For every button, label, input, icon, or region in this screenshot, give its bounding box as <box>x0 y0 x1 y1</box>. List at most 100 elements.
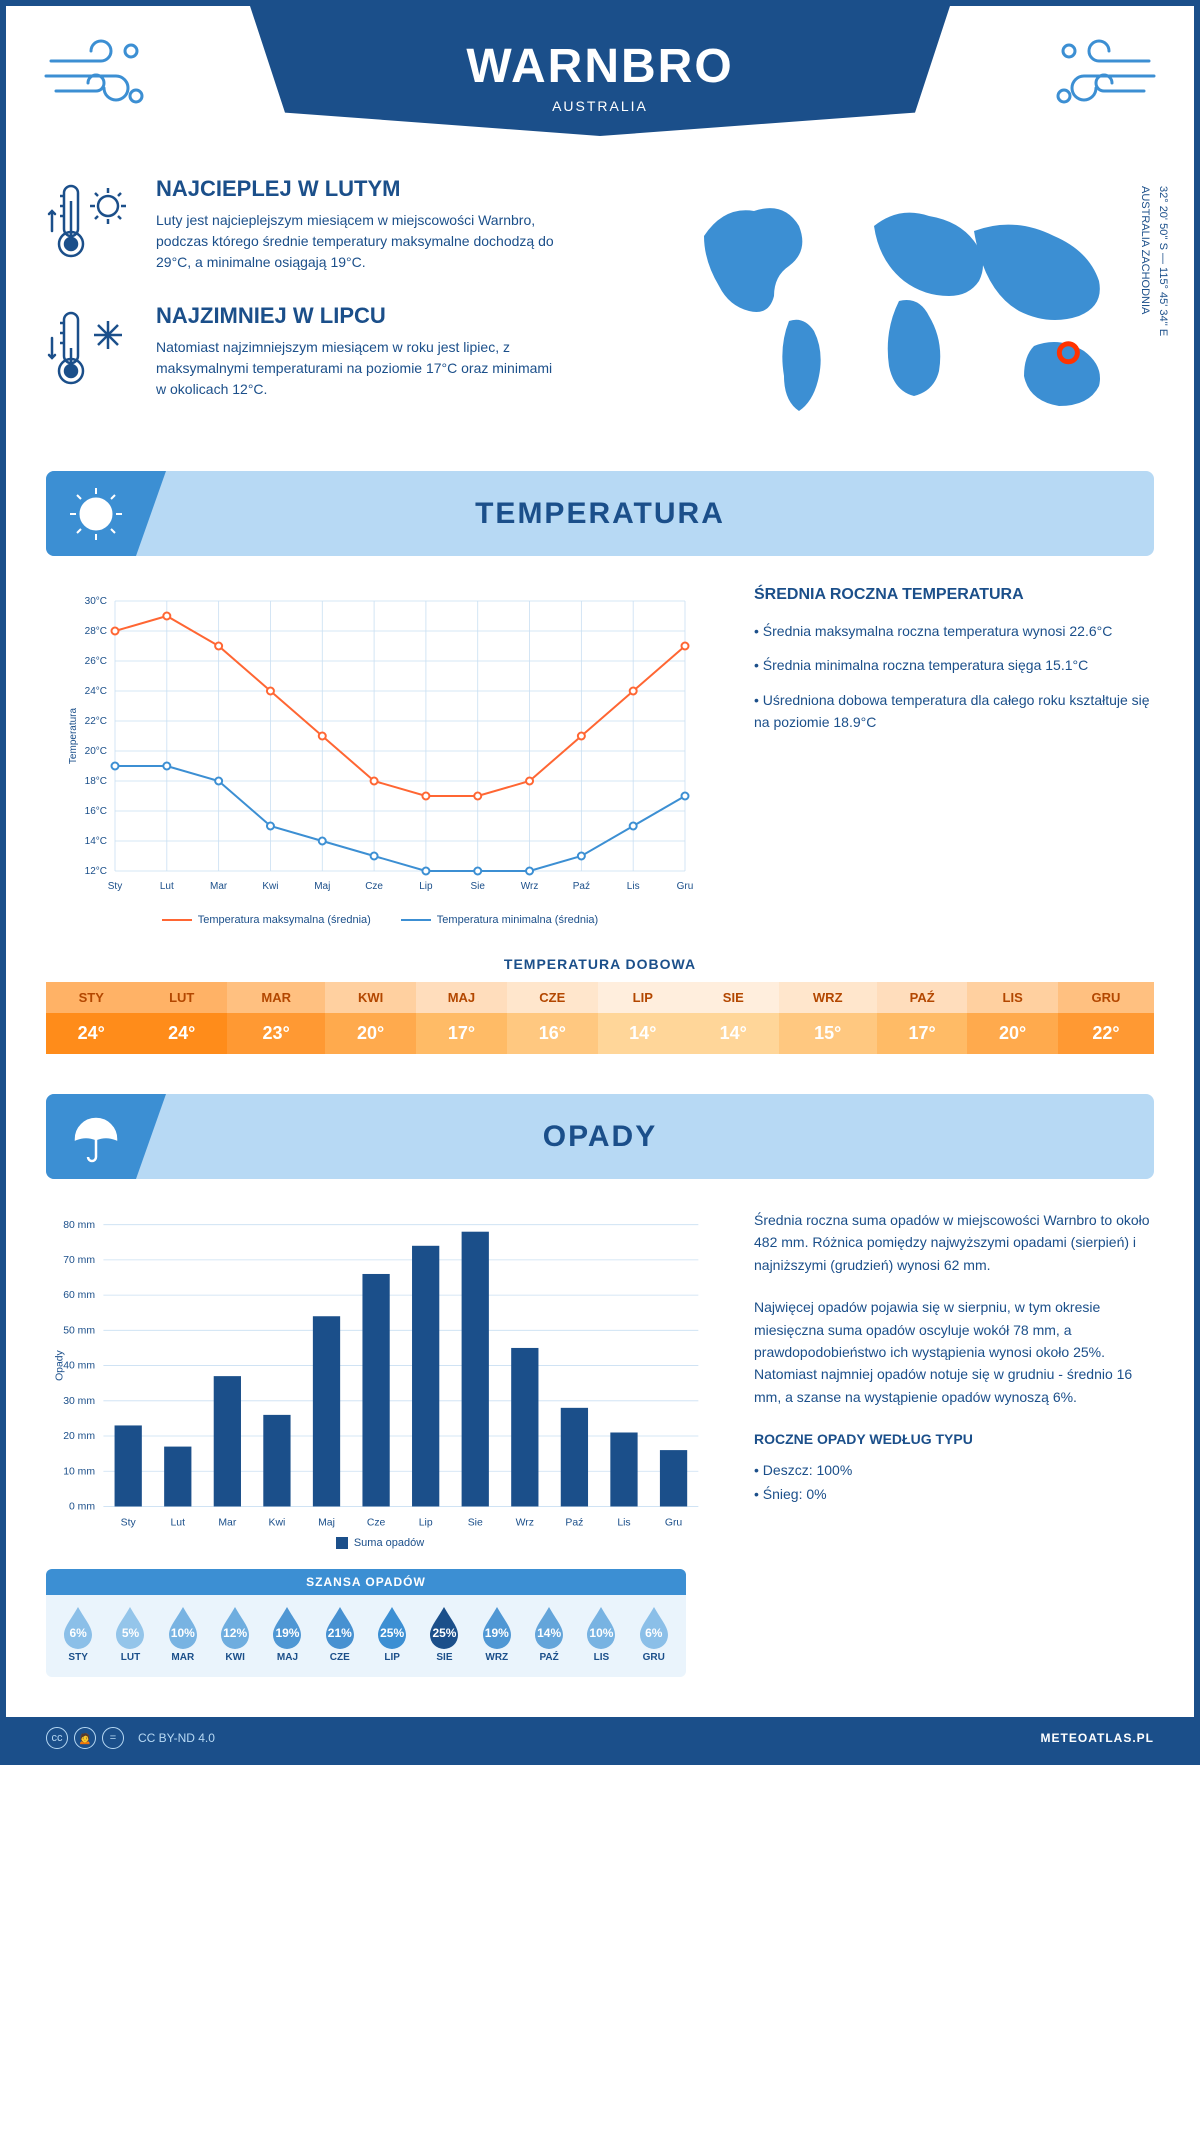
daily-temp-heading: TEMPERATURA DOBOWA <box>46 956 1154 972</box>
intro-row: NAJCIEPLEJ W LUTYM Luty jest najcieplejs… <box>46 176 1154 441</box>
svg-text:Gru: Gru <box>677 881 694 892</box>
svg-text:Mar: Mar <box>218 1517 236 1528</box>
svg-text:Lis: Lis <box>617 1517 630 1528</box>
sun-icon <box>46 471 166 556</box>
daily-month: CZE <box>507 982 597 1013</box>
coldest-title: NAJZIMNIEJ W LIPCU <box>156 303 556 329</box>
daily-value: 17° <box>877 1013 967 1054</box>
daily-month: PAŹ <box>877 982 967 1013</box>
svg-text:Mar: Mar <box>210 881 228 892</box>
chance-cell: 25%LIP <box>374 1605 410 1663</box>
warmest-fact: NAJCIEPLEJ W LUTYM Luty jest najcieplejs… <box>46 176 644 273</box>
cc-icon: cc <box>46 1727 68 1749</box>
svg-text:20 mm: 20 mm <box>63 1431 95 1442</box>
chance-cell: 10%LIS <box>583 1605 619 1663</box>
svg-text:Paź: Paź <box>565 1517 583 1528</box>
daily-value: 24° <box>46 1013 136 1054</box>
world-map: 32° 20' 50'' S — 115° 45' 34'' E AUSTRAL… <box>674 176 1154 441</box>
svg-text:14°C: 14°C <box>85 836 107 847</box>
chance-cell: 6%STY <box>60 1605 96 1663</box>
svg-text:22°C: 22°C <box>85 716 107 727</box>
svg-text:80 mm: 80 mm <box>63 1220 95 1231</box>
svg-text:Cze: Cze <box>365 881 383 892</box>
svg-text:Sie: Sie <box>471 881 486 892</box>
daily-month: MAJ <box>416 982 507 1013</box>
precip-type-title: ROCZNE OPADY WEDŁUG TYPU <box>754 1428 1154 1450</box>
daily-month: MAR <box>227 982 325 1013</box>
svg-text:Sie: Sie <box>468 1517 483 1528</box>
daily-month: SIE <box>688 982 778 1013</box>
svg-text:50 mm: 50 mm <box>63 1325 95 1336</box>
temperature-info: ŚREDNIA ROCZNA TEMPERATURA • Średnia mak… <box>754 586 1154 926</box>
cc-license: cc 🙍 = CC BY-ND 4.0 <box>46 1727 215 1749</box>
svg-text:40 mm: 40 mm <box>63 1361 95 1372</box>
svg-text:Wrz: Wrz <box>521 881 539 892</box>
thermometer-snow-icon <box>46 303 136 393</box>
precipitation-chart: 0 mm10 mm20 mm30 mm40 mm50 mm60 mm70 mm8… <box>46 1209 714 1529</box>
chance-title: SZANSA OPADÓW <box>46 1569 686 1595</box>
coords-region: AUSTRALIA ZACHODNIA <box>1139 186 1151 336</box>
chance-cell: 21%CZE <box>322 1605 358 1663</box>
coords-lat: 32° 20' 50'' S — 115° 45' 34'' E <box>1157 186 1169 336</box>
svg-text:60 mm: 60 mm <box>63 1290 95 1301</box>
svg-text:Sty: Sty <box>121 1517 137 1528</box>
svg-text:Paź: Paź <box>573 881 590 892</box>
daily-value: 23° <box>227 1013 325 1054</box>
svg-text:30°C: 30°C <box>85 596 107 607</box>
temp-info-title: ŚREDNIA ROCZNA TEMPERATURA <box>754 586 1154 604</box>
chance-cell: 10%MAR <box>165 1605 201 1663</box>
daily-month: WRZ <box>779 982 877 1013</box>
chance-cell: 25%SIE <box>426 1605 462 1663</box>
daily-month: GRU <box>1058 982 1154 1013</box>
chance-cell: 12%KWI <box>217 1605 253 1663</box>
legend-min: Temperatura minimalna (średnia) <box>401 914 598 926</box>
svg-text:16°C: 16°C <box>85 806 107 817</box>
rain-chance-box: SZANSA OPADÓW 6%STY5%LUT10%MAR12%KWI19%M… <box>46 1569 686 1677</box>
coldest-body: Natomiast najzimniejszym miesiącem w rok… <box>156 337 556 400</box>
legend-precip: Suma opadów <box>336 1537 424 1549</box>
temp-section-title: TEMPERATURA <box>475 497 725 531</box>
nd-icon: = <box>102 1727 124 1749</box>
temp-info-line: • Średnia maksymalna roczna temperatura … <box>754 620 1154 642</box>
temp-info-line: • Średnia minimalna roczna temperatura s… <box>754 654 1154 676</box>
coordinates: 32° 20' 50'' S — 115° 45' 34'' E AUSTRAL… <box>1139 186 1169 336</box>
svg-text:Lip: Lip <box>419 1517 433 1528</box>
svg-text:18°C: 18°C <box>85 776 107 787</box>
temperature-section-header: TEMPERATURA <box>46 471 1154 556</box>
svg-text:Kwi: Kwi <box>262 881 278 892</box>
license-text: CC BY-ND 4.0 <box>138 1731 215 1745</box>
svg-text:24°C: 24°C <box>85 686 107 697</box>
daily-month: LIS <box>967 982 1057 1013</box>
precip-p2: Najwięcej opadów pojawia się w sierpniu,… <box>754 1296 1154 1408</box>
wind-icon <box>41 31 151 126</box>
daily-value: 15° <box>779 1013 877 1054</box>
chance-cell: 6%GRU <box>636 1605 672 1663</box>
precip-type-line: • Deszcz: 100% <box>754 1459 1154 1481</box>
svg-text:12°C: 12°C <box>85 866 107 877</box>
svg-text:Maj: Maj <box>318 1517 335 1528</box>
svg-text:0 mm: 0 mm <box>69 1502 95 1513</box>
precip-section-header: OPADY <box>46 1094 1154 1179</box>
svg-text:Kwi: Kwi <box>269 1517 286 1528</box>
precip-section-title: OPADY <box>543 1120 657 1154</box>
svg-text:Lis: Lis <box>627 881 640 892</box>
by-icon: 🙍 <box>74 1727 96 1749</box>
svg-text:Sty: Sty <box>108 881 122 892</box>
legend-max: Temperatura maksymalna (średnia) <box>162 914 371 926</box>
daily-value: 20° <box>325 1013 415 1054</box>
city-title: WARNBRO <box>466 39 733 94</box>
daily-value: 17° <box>416 1013 507 1054</box>
daily-value: 16° <box>507 1013 597 1054</box>
svg-text:28°C: 28°C <box>85 626 107 637</box>
svg-text:Maj: Maj <box>314 881 330 892</box>
svg-text:30 mm: 30 mm <box>63 1396 95 1407</box>
daily-value: 14° <box>598 1013 688 1054</box>
daily-value: 20° <box>967 1013 1057 1054</box>
temp-info-line: • Uśredniona dobowa temperatura dla całe… <box>754 689 1154 734</box>
daily-temperature-table: STYLUTMARKWIMAJCZELIPSIEWRZPAŹLISGRU24°2… <box>46 982 1154 1054</box>
country-subtitle: AUSTRALIA <box>552 98 648 114</box>
svg-text:Lip: Lip <box>419 881 433 892</box>
page-footer: cc 🙍 = CC BY-ND 4.0 METEOATLAS.PL <box>6 1717 1194 1759</box>
chance-cell: 14%PAŹ <box>531 1605 567 1663</box>
thermometer-sun-icon <box>46 176 136 266</box>
